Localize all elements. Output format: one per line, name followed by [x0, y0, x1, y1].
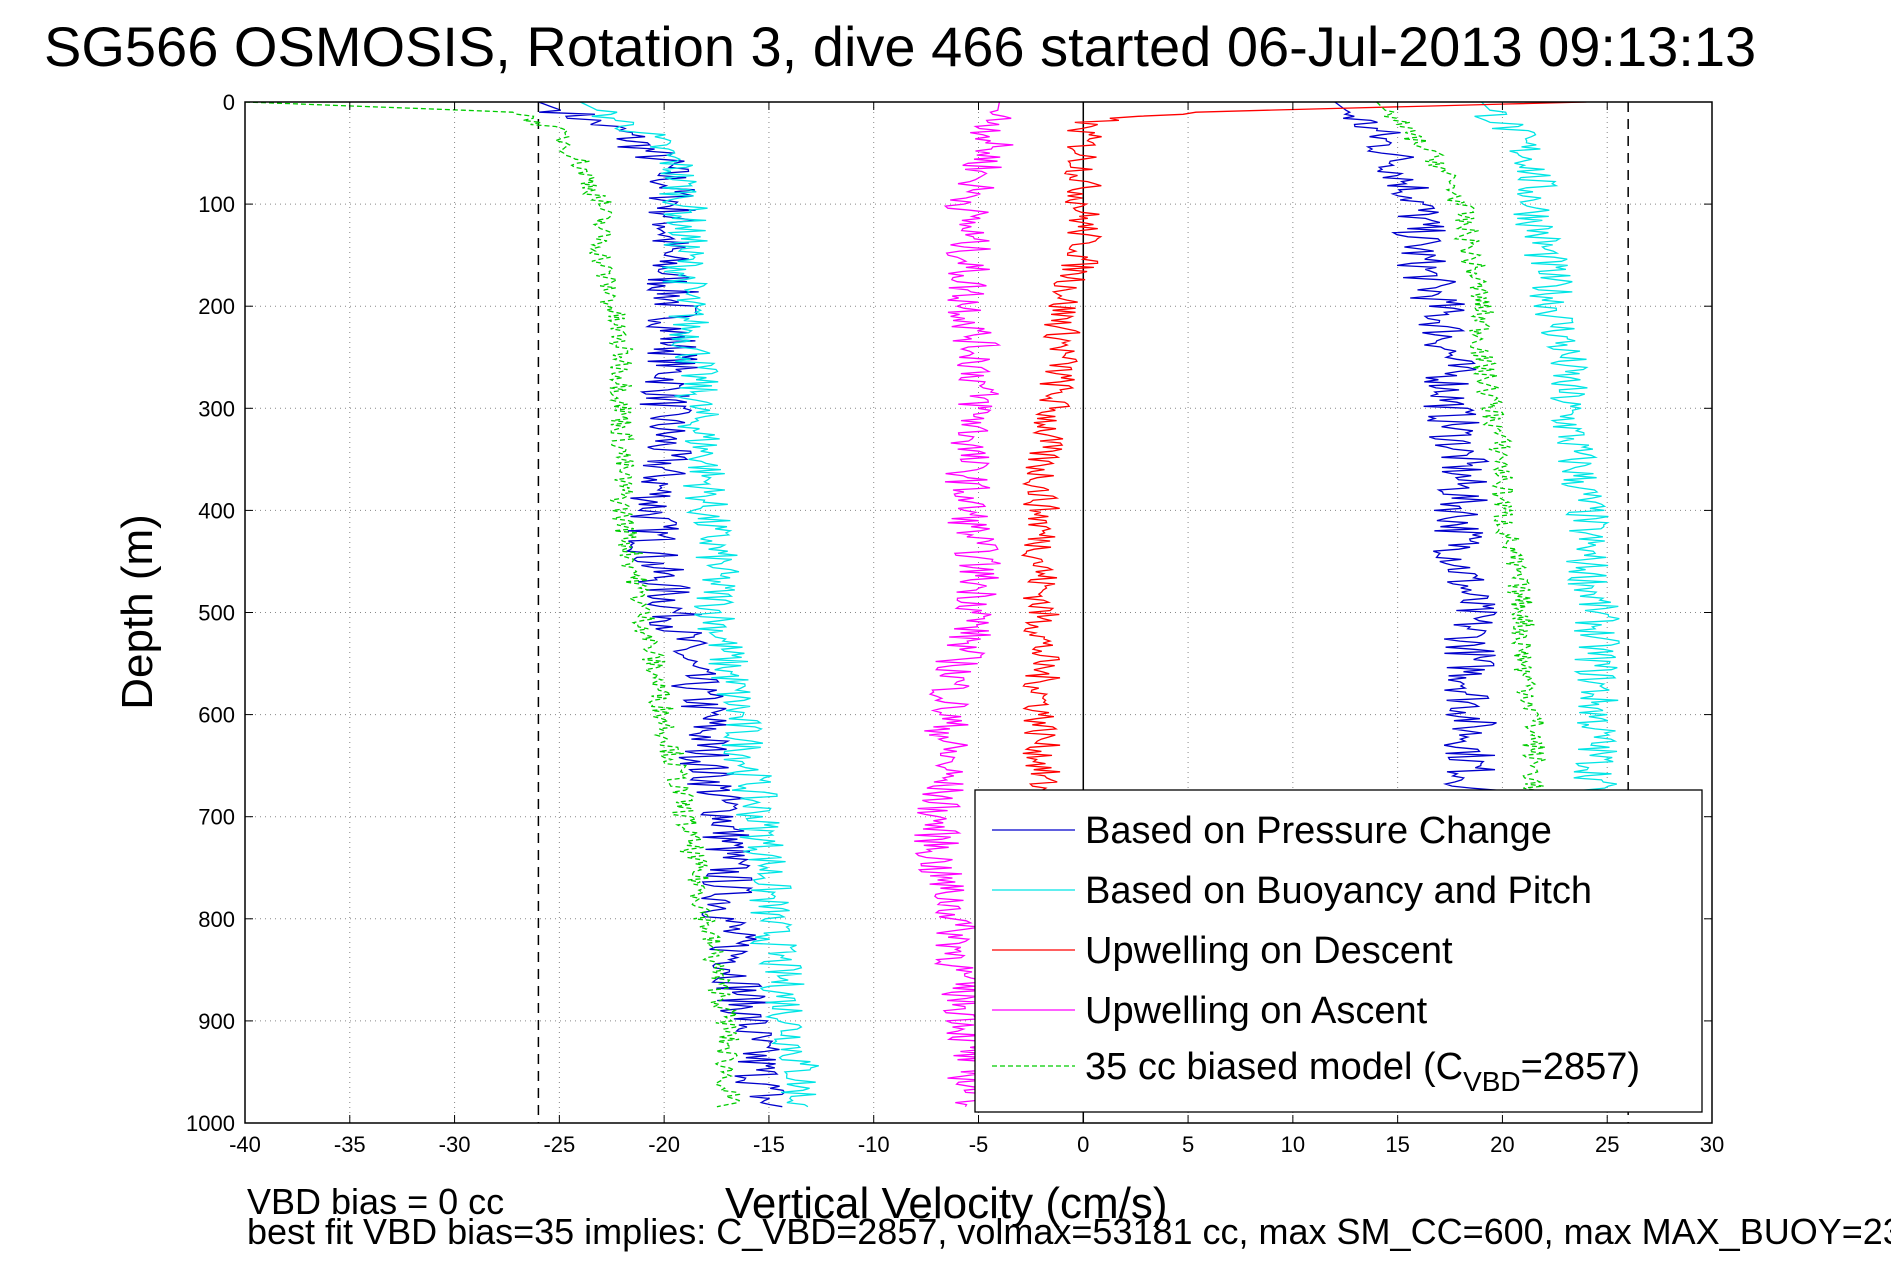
series-group	[245, 102, 1622, 1108]
best-fit-note: best fit VBD bias=35 implies: C_VBD=2857…	[247, 1211, 1891, 1252]
series-line	[1376, 102, 1549, 1108]
x-tick-label: 30	[1700, 1132, 1724, 1157]
y-tick-label: 700	[198, 805, 235, 830]
legend-box	[974, 789, 1703, 1113]
x-tick-label: 15	[1385, 1132, 1409, 1157]
series-line	[538, 102, 786, 1108]
x-tick-label: 25	[1595, 1132, 1619, 1157]
chart-title: SG566 OSMOSIS, Rotation 3, dive 466 star…	[44, 15, 1756, 78]
legend-suffix: =2857)	[1521, 1046, 1640, 1088]
legend-label: Upwelling on Ascent	[1085, 990, 1428, 1032]
x-tick-label: 20	[1490, 1132, 1514, 1157]
vbd-bias-note: VBD bias = 0 cc	[247, 1181, 504, 1222]
x-tick-label: -30	[439, 1132, 471, 1157]
series-line	[580, 102, 819, 1108]
legend-label: Upwelling on Descent	[1085, 930, 1453, 972]
y-tick-label: 200	[198, 294, 235, 319]
x-tick-label: -5	[969, 1132, 989, 1157]
y-tick-label: 400	[198, 498, 235, 523]
y-tick-labels: 0 100 200 300 400 500 600 700 800 900 1000	[186, 90, 1712, 1136]
x-tick-label: -20	[648, 1132, 680, 1157]
legend-label: Based on Buoyancy and Pitch	[1085, 870, 1592, 912]
legend-label: Based on Pressure Change	[1085, 810, 1552, 852]
x-tick-label: -15	[753, 1132, 785, 1157]
x-tick-label: -35	[334, 1132, 366, 1157]
x-tick-label: 5	[1182, 1132, 1194, 1157]
y-tick-label: 900	[198, 1009, 235, 1034]
x-tick-labels: -40 -35 -30 -25 -20 -15 -10 -5 0 5 10 15 20 25 30	[229, 102, 1724, 1157]
series-line	[914, 102, 1014, 1108]
y-tick-label: 1000	[186, 1111, 235, 1136]
x-tick-label: 0	[1077, 1132, 1089, 1157]
y-tick-label: 300	[198, 396, 235, 421]
y-tick-label: 600	[198, 703, 235, 728]
y-tick-label: 800	[198, 907, 235, 932]
y-tick-label: 100	[198, 192, 235, 217]
y-tick-label: 500	[198, 601, 235, 626]
legend-subscript: VBD	[1463, 1066, 1521, 1097]
x-axis-label: Vertical Velocity (cm/s)	[725, 1179, 1168, 1228]
x-tick-label: -40	[229, 1132, 261, 1157]
y-axis-label: Depth (m)	[113, 514, 162, 710]
x-tick-label: 10	[1281, 1132, 1305, 1157]
legend: Based on Pressure Change Based on Buoyanc…	[974, 789, 1703, 1113]
x-tick-label: -25	[543, 1132, 575, 1157]
series-line	[245, 102, 741, 1108]
y-tick-label: 0	[223, 90, 235, 115]
x-tick-label: -10	[858, 1132, 890, 1157]
